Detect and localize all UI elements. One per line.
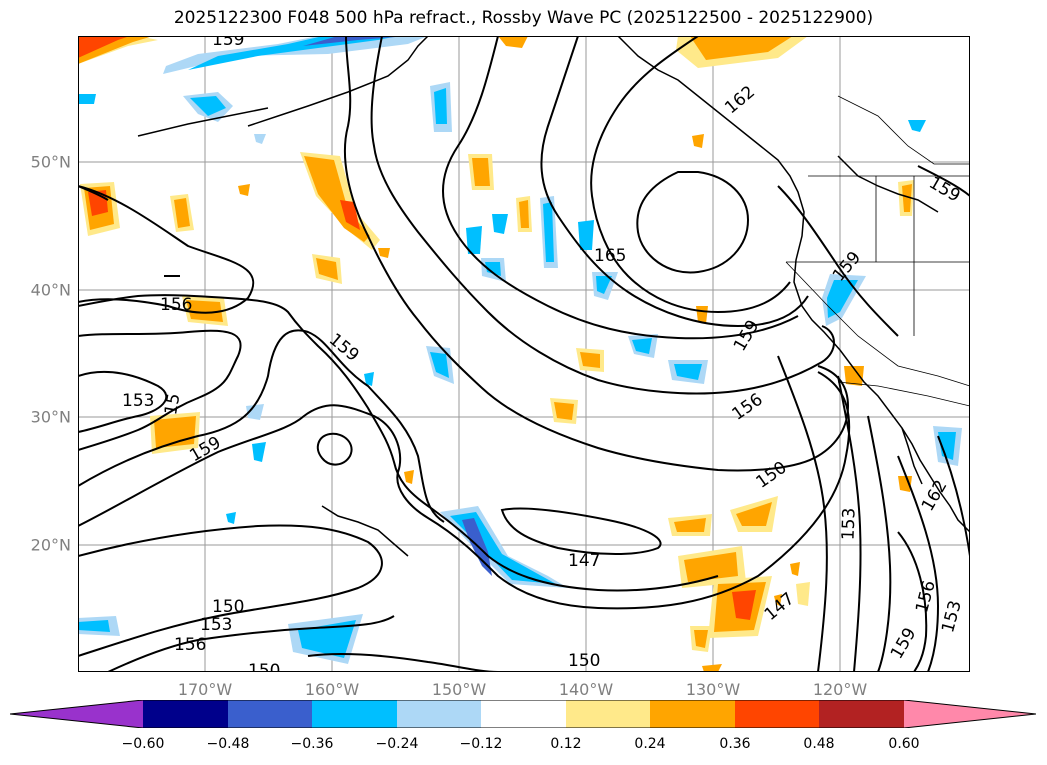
contour-label: 156 [174, 635, 206, 655]
contour-label: 159 [925, 173, 963, 207]
colorbar-swatch-5 [481, 700, 566, 728]
colorbar-tick: 0.12 [550, 736, 582, 752]
colorbar-tick: −0.12 [459, 736, 503, 752]
lon-label-140w: 140°W [558, 680, 614, 699]
colorbar-swatch-9 [819, 700, 904, 728]
lon-label-170w: 170°W [177, 680, 233, 699]
lat-label-30n: 30°N [30, 407, 71, 427]
contour-label: 156 [912, 578, 940, 615]
colorbar-swatch-0 [10, 700, 143, 728]
contour-label: 162 [721, 82, 759, 118]
lon-label-130w: 130°W [685, 680, 741, 699]
contour-label: 165 [594, 246, 626, 266]
map-title: 2025122300 F048 500 hPa refract., Rossby… [173, 8, 874, 28]
contour-label: 153 [122, 391, 154, 411]
country-borders [785, 95, 970, 407]
colorbar-swatch-1 [143, 700, 228, 728]
lon-label-150w: 150°W [431, 680, 487, 699]
contour-label: 159 [887, 625, 921, 663]
contour-label: 147 [568, 551, 600, 571]
contour-label: 150 [753, 458, 791, 493]
map-panel: 159 162 159 165 159 159 156 159 153 15 1… [78, 36, 970, 672]
contour-label: 153 [200, 615, 232, 635]
lat-label-50n: 50°N [30, 152, 71, 172]
map-svg: 159 162 159 165 159 159 156 159 153 15 1… [78, 36, 970, 672]
colorbar-swatch-8 [735, 700, 819, 728]
graticule [78, 36, 970, 672]
colorbar-tick: 0.48 [803, 736, 835, 752]
lon-label-160w: 160°W [304, 680, 360, 699]
contour-label: 150 [568, 651, 600, 671]
contour-label: 156 [729, 390, 767, 425]
colorbar-swatch-3 [312, 700, 397, 728]
colorbar-swatch-4 [397, 700, 481, 728]
contour-label: 153 [938, 598, 966, 635]
colorbar-tick: 0.24 [634, 736, 666, 752]
lat-label-40n: 40°N [30, 280, 71, 300]
contour-label: 150 [212, 597, 244, 617]
contour-label: 162 [918, 477, 952, 515]
colorbar-tick: −0.24 [375, 736, 419, 752]
positive-anomaly-fills [78, 36, 914, 672]
height-contours [78, 36, 970, 672]
colorbar-tick: 0.60 [888, 736, 920, 752]
contour-label: 159 [325, 330, 363, 366]
lat-label-20n: 20°N [30, 535, 71, 555]
contour-label: 159 [212, 36, 244, 50]
colorbar-tick: −0.36 [290, 736, 334, 752]
contour-label: 15 [161, 392, 184, 417]
colorbar [10, 700, 1036, 728]
contour-label: 153 [839, 507, 860, 540]
colorbar-swatch-10 [904, 700, 1036, 728]
colorbar-tick: 0.36 [719, 736, 751, 752]
lon-label-120w: 120°W [812, 680, 868, 699]
colorbar-tick: −0.60 [121, 736, 165, 752]
colorbar-swatch-6 [566, 700, 650, 728]
colorbar-swatch-7 [650, 700, 735, 728]
colorbar-swatch-2 [228, 700, 312, 728]
colorbar-tick: −0.48 [206, 736, 250, 752]
coastlines [137, 36, 970, 557]
contour-label: 159 [730, 317, 764, 355]
negative-anomaly-fills [78, 36, 962, 664]
contour-label: 150 [248, 661, 280, 672]
contour-label: 156 [160, 295, 192, 315]
